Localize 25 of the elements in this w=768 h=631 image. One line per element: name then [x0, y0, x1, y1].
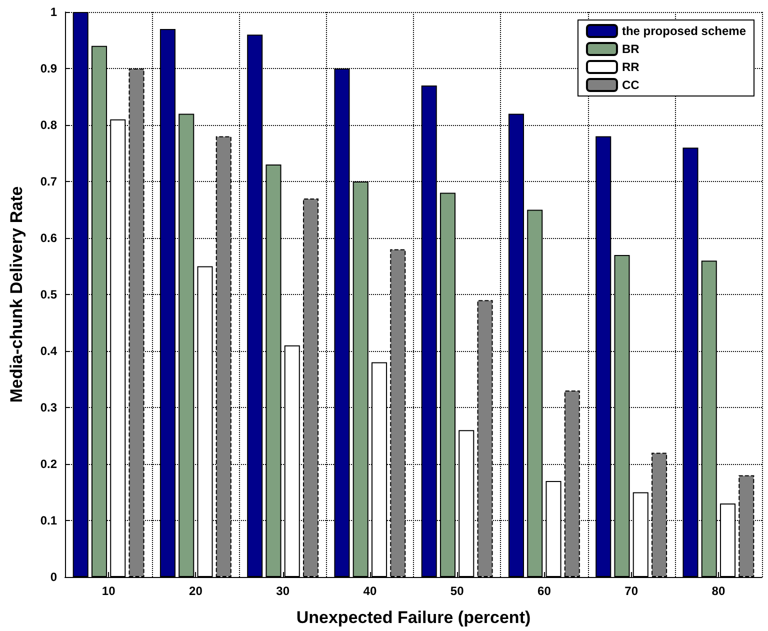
- x-tick-label: 50: [450, 584, 464, 598]
- y-tick-label: 0.2: [40, 457, 58, 471]
- x-axis-title: Unexpected Failure (percent): [296, 608, 531, 627]
- y-axis-title: Media-chunk Delivery Rate: [7, 186, 26, 403]
- y-tick-label: 0.3: [40, 400, 58, 414]
- y-tick-label: 0.8: [40, 118, 58, 132]
- legend-label: RR: [622, 60, 640, 74]
- y-tick-label: 0.4: [40, 344, 58, 358]
- x-tick-label: 20: [189, 584, 203, 598]
- y-tick-label: 1: [50, 5, 58, 19]
- x-tick-label: 40: [363, 584, 377, 598]
- y-tick-label: 0: [50, 570, 58, 584]
- x-tick-label: 10: [102, 584, 116, 598]
- x-tick-label: 80: [712, 584, 726, 598]
- y-tick-label: 0.6: [40, 231, 58, 245]
- y-tick-label: 0.5: [40, 288, 58, 302]
- y-tick-label: 0.9: [40, 62, 58, 76]
- legend-label: BR: [622, 42, 640, 56]
- legend-label: CC: [622, 78, 640, 92]
- x-tick-label: 70: [624, 584, 638, 598]
- y-tick-label: 0.1: [40, 514, 58, 528]
- legend-label: the proposed scheme: [622, 24, 746, 38]
- x-tick-label: 60: [538, 584, 552, 598]
- y-tick-label: 0.7: [40, 174, 58, 188]
- x-tick-label: 30: [276, 584, 290, 598]
